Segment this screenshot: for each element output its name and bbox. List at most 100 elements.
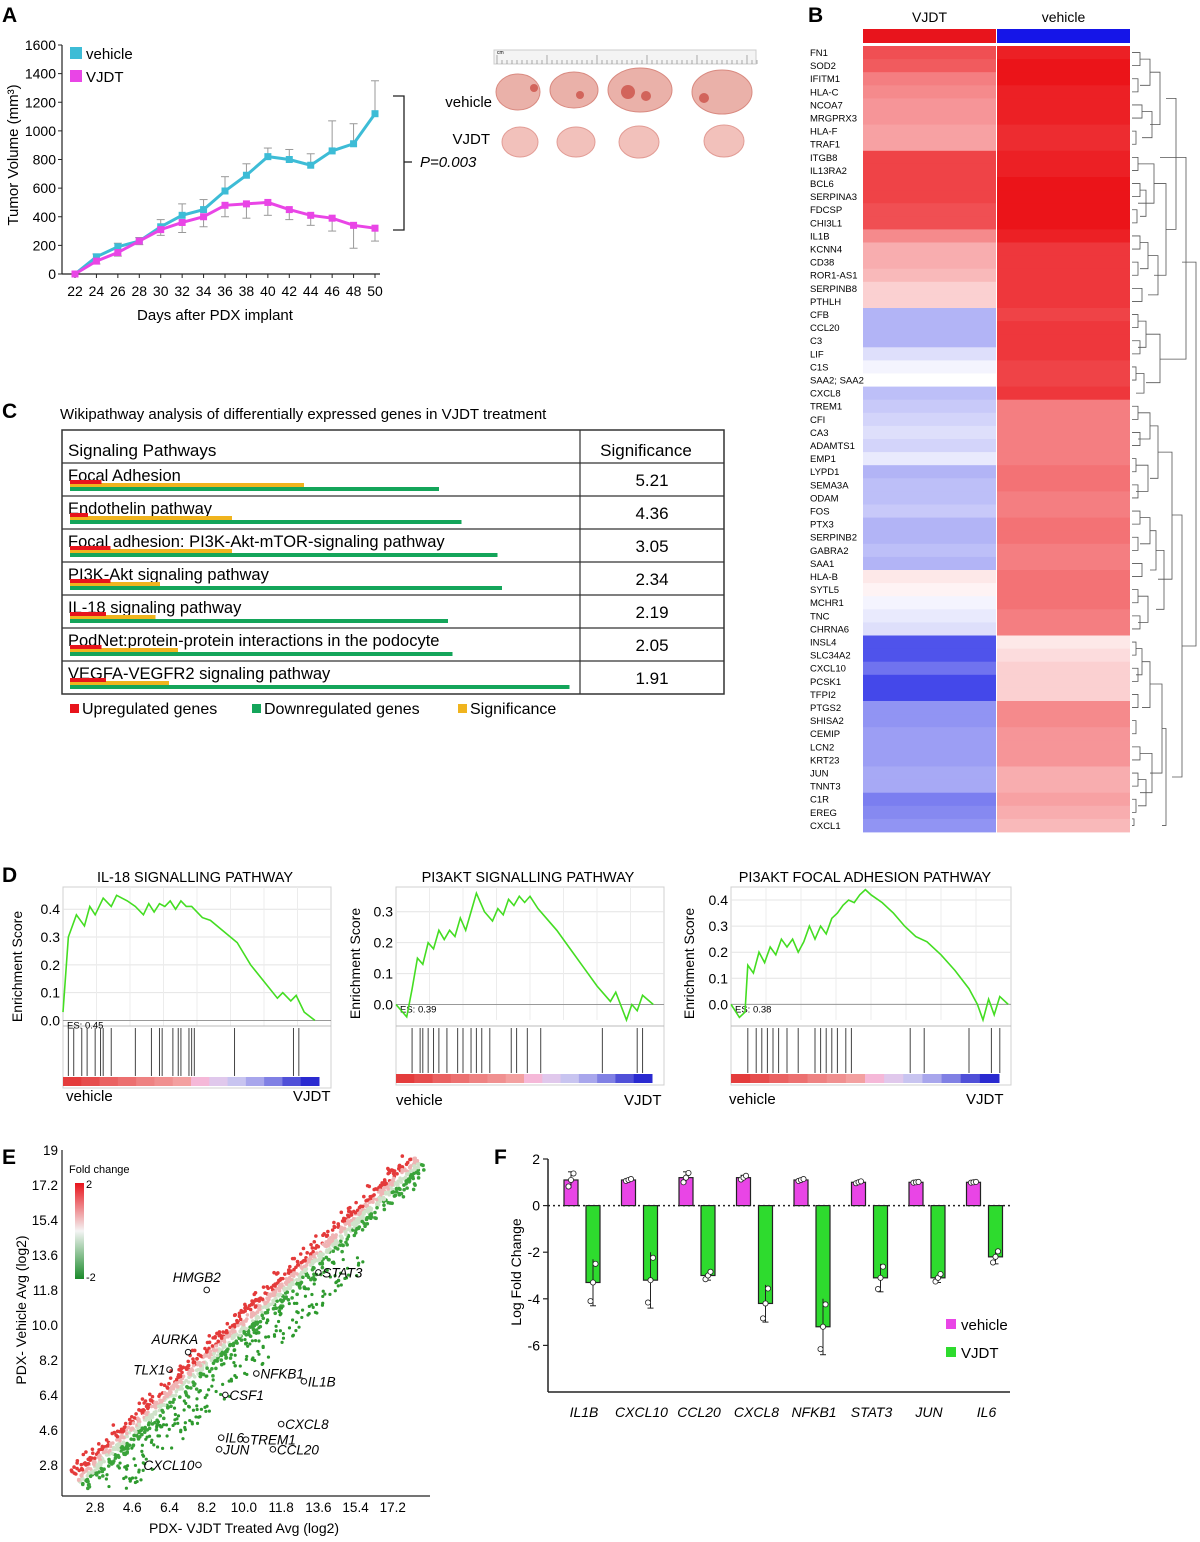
heatmap-cell bbox=[863, 308, 996, 322]
dendrogram-branch bbox=[1142, 661, 1151, 708]
panel-letter-d: D bbox=[2, 864, 17, 887]
gene-point bbox=[207, 1409, 211, 1413]
gene-point bbox=[192, 1382, 197, 1386]
replicate-point bbox=[992, 1253, 999, 1260]
heatmap-cell bbox=[997, 465, 1130, 479]
replicate-point bbox=[645, 1299, 652, 1306]
gene-point bbox=[218, 1342, 223, 1347]
gene-point bbox=[339, 1271, 343, 1275]
legend-swatch bbox=[946, 1347, 956, 1357]
downregulated-bar bbox=[70, 652, 453, 656]
gene-label: SLC34A2 bbox=[810, 651, 851, 662]
y-tick-label: 2 bbox=[532, 1151, 540, 1167]
gene-point bbox=[331, 1236, 336, 1240]
gene-point bbox=[228, 1356, 233, 1360]
x-label-right: VJDT bbox=[966, 1091, 1004, 1108]
significance-bar bbox=[70, 549, 232, 553]
gene-point bbox=[409, 1157, 413, 1162]
x-tick-label: 24 bbox=[89, 283, 105, 299]
gene-point bbox=[137, 1470, 141, 1474]
gene-point bbox=[339, 1210, 344, 1215]
rank-gradient bbox=[432, 1074, 452, 1083]
gene-point bbox=[323, 1244, 327, 1248]
gene-point bbox=[178, 1395, 182, 1399]
gene-point bbox=[194, 1387, 199, 1391]
heatmap-cell bbox=[997, 150, 1130, 165]
heatmap-cell bbox=[997, 255, 1130, 270]
gene-point bbox=[416, 1165, 421, 1170]
y-axis-title: Log Fold Change bbox=[508, 1218, 524, 1326]
dendrogram-branch bbox=[1132, 287, 1143, 302]
gene-point bbox=[105, 1473, 109, 1477]
enrichment-curve bbox=[730, 888, 1009, 1023]
gene-point bbox=[156, 1434, 160, 1438]
gene-point bbox=[147, 1434, 152, 1438]
gene-point bbox=[299, 1270, 304, 1275]
gene-point bbox=[122, 1425, 127, 1430]
labeled-gene-marker bbox=[242, 1436, 250, 1443]
gene-point bbox=[180, 1370, 184, 1375]
heatmap-cell bbox=[997, 347, 1130, 361]
gene-point bbox=[98, 1453, 102, 1457]
panel-letter-c: C bbox=[2, 400, 17, 423]
labeled-gene-marker bbox=[269, 1446, 277, 1453]
y-tick-label: 0.4 bbox=[709, 892, 729, 908]
gene-point bbox=[182, 1399, 186, 1403]
gene-label: ROR1-AS1 bbox=[810, 271, 858, 282]
gene-point bbox=[388, 1182, 393, 1186]
gene-point bbox=[110, 1451, 115, 1456]
gene-point bbox=[394, 1181, 398, 1185]
gene-point bbox=[109, 1441, 113, 1446]
heatmap-cell bbox=[997, 452, 1130, 466]
gene-point bbox=[179, 1384, 184, 1389]
gene-point bbox=[282, 1286, 287, 1291]
heatmap-cell bbox=[997, 740, 1130, 754]
pathway-name: PodNet:protein-protein interactions in t… bbox=[68, 632, 439, 650]
heatmap-cell bbox=[997, 609, 1130, 623]
rank-gradient bbox=[807, 1074, 828, 1083]
gene-point bbox=[320, 1262, 325, 1266]
data-point bbox=[71, 270, 79, 278]
legend-label: vehicle bbox=[961, 1317, 1008, 1334]
replicate-point bbox=[822, 1301, 829, 1308]
gene-point bbox=[176, 1414, 181, 1418]
y-tick-label: 0.3 bbox=[709, 918, 729, 934]
gene-point bbox=[104, 1453, 109, 1457]
gene-point bbox=[301, 1275, 305, 1280]
gene-point bbox=[147, 1421, 151, 1425]
gene-label: SAA2; SAA2 bbox=[810, 376, 864, 387]
gene-point bbox=[260, 1297, 265, 1302]
y-tick-label: 0 bbox=[532, 1198, 540, 1214]
gene-point bbox=[254, 1331, 258, 1335]
plot-title: IL-18 SIGNALLING PATHWAY bbox=[97, 870, 293, 886]
legend-label: VJDT bbox=[961, 1345, 999, 1362]
gene-point bbox=[295, 1259, 300, 1264]
gene-point bbox=[276, 1292, 280, 1297]
rank-gradient bbox=[172, 1077, 192, 1086]
gene-point bbox=[210, 1366, 214, 1371]
gene-point bbox=[207, 1333, 212, 1338]
gene-point bbox=[104, 1447, 108, 1452]
gene-point bbox=[306, 1313, 310, 1317]
gene-point bbox=[258, 1304, 262, 1308]
gene-point bbox=[332, 1220, 336, 1225]
y-tick-label: 600 bbox=[33, 180, 57, 196]
gene-point bbox=[183, 1421, 187, 1425]
legend-label: Upregulated genes bbox=[82, 701, 217, 718]
heatmap-cell bbox=[997, 229, 1130, 243]
gene-point bbox=[223, 1349, 228, 1354]
y-tick-label: 6.4 bbox=[39, 1388, 58, 1403]
gene-point bbox=[188, 1418, 192, 1423]
y-tick-label: 10.0 bbox=[32, 1318, 58, 1333]
gene-point bbox=[242, 1330, 246, 1334]
significance-value: 4.36 bbox=[635, 504, 668, 523]
gene-point bbox=[149, 1404, 154, 1409]
gene-point bbox=[232, 1360, 236, 1365]
dendrogram-branch bbox=[1132, 156, 1139, 171]
tumor-spot bbox=[576, 91, 584, 99]
gene-point bbox=[363, 1224, 367, 1229]
category-label: CCL20 bbox=[677, 1404, 721, 1420]
gene-point bbox=[110, 1431, 115, 1436]
heatmap-cell bbox=[863, 792, 996, 807]
gene-point bbox=[294, 1320, 299, 1325]
